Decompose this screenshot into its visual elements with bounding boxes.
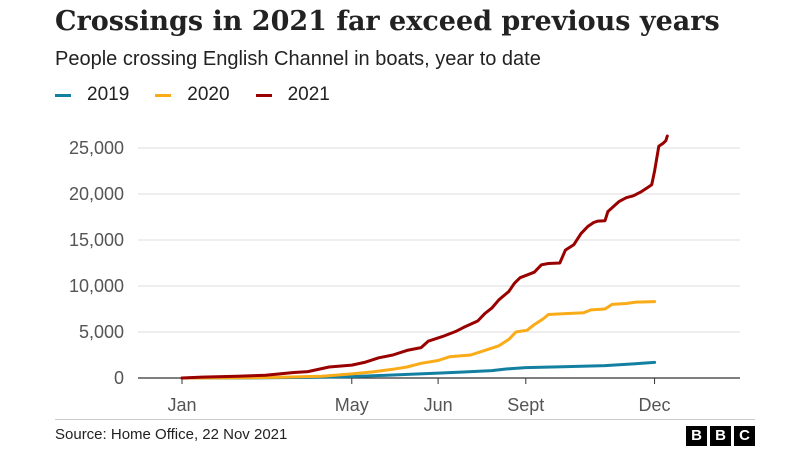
legend-swatch-2020 xyxy=(155,93,172,97)
chart-subtitle: People crossing English Channel in boats… xyxy=(55,48,541,70)
x-tick-label: Sept xyxy=(507,395,544,415)
bbc-logo-letter: B xyxy=(686,426,707,446)
chart-title: Crossings in 2021 far exceed previous ye… xyxy=(55,6,720,37)
series-line-2021 xyxy=(180,134,669,380)
legend-label-2019: 2019 xyxy=(87,84,130,105)
y-tick-label: 20,000 xyxy=(69,184,124,204)
x-tick-label: Jan xyxy=(167,395,196,415)
bbc-logo-letter: B xyxy=(710,426,731,446)
legend-swatch-2019 xyxy=(55,93,71,97)
legend-label-2020: 2020 xyxy=(187,84,230,105)
legend-item-2019: 2019 xyxy=(55,84,129,106)
legend-label-2021: 2021 xyxy=(287,84,330,105)
bbc-logo: B B C xyxy=(686,426,755,446)
series-line-2020 xyxy=(180,300,657,380)
bbc-logo-letter: C xyxy=(734,426,755,446)
x-tick-label: Jun xyxy=(424,395,453,415)
y-tick-label: 15,000 xyxy=(69,230,124,250)
legend: 2019 2020 2021 xyxy=(55,82,356,108)
legend-item-2020: 2020 xyxy=(155,84,230,106)
footer-divider xyxy=(55,419,755,420)
source-note: Source: Home Office, 22 Nov 2021 xyxy=(55,426,288,443)
y-tick-label: 0 xyxy=(114,368,124,388)
y-tick-label: 5,000 xyxy=(79,322,124,342)
y-tick-label: 10,000 xyxy=(69,276,124,296)
x-tick-label: Dec xyxy=(639,395,671,415)
y-tick-label: 25,000 xyxy=(69,138,124,158)
legend-item-2021: 2021 xyxy=(255,84,330,106)
x-tick-label: May xyxy=(335,395,369,415)
legend-swatch-2021 xyxy=(255,93,272,97)
